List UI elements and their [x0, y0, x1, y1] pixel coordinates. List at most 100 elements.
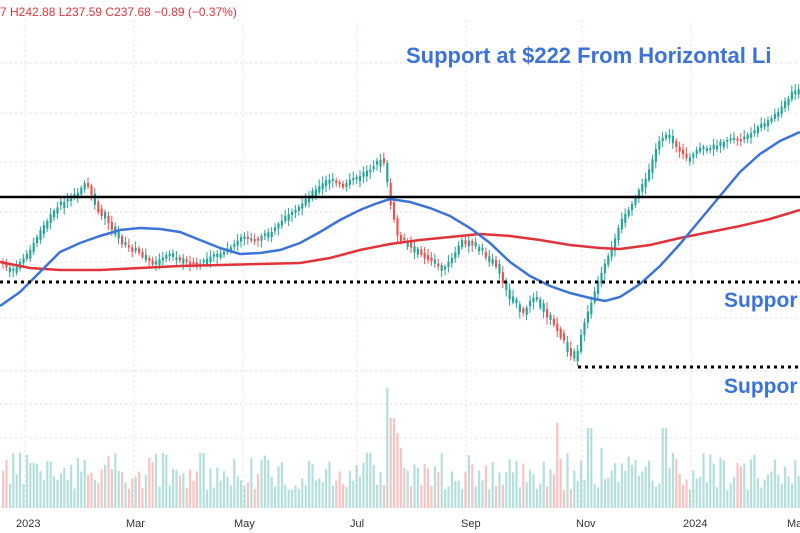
candle — [790, 85, 793, 103]
volume-bar — [420, 484, 423, 508]
candle — [437, 259, 440, 271]
candle — [178, 254, 181, 264]
candle — [773, 108, 776, 123]
candle — [301, 198, 304, 216]
volume-bar — [352, 480, 355, 508]
volume-bar — [722, 460, 725, 508]
volume-bar — [274, 486, 277, 508]
volume-bar — [682, 484, 685, 508]
volume-bar — [620, 463, 623, 508]
candle — [121, 233, 124, 249]
candle — [695, 146, 698, 159]
volume-bar — [348, 470, 351, 508]
volume-bar — [573, 470, 576, 508]
volume-bar — [328, 461, 331, 508]
volume-bar — [777, 474, 780, 508]
volume-bar — [410, 486, 413, 508]
volume-bar — [297, 488, 300, 508]
volume-bar — [165, 455, 168, 508]
volume-bar — [396, 433, 399, 508]
candle — [440, 262, 443, 278]
candle — [240, 233, 243, 248]
volume-bar — [172, 468, 175, 508]
candle — [107, 211, 110, 231]
annotation-support-upper: Suppor — [724, 289, 798, 312]
volume-bar — [331, 485, 334, 508]
candle — [495, 255, 498, 270]
volume-bar — [427, 468, 430, 508]
candle — [138, 245, 141, 256]
candle — [423, 247, 426, 265]
candle — [233, 239, 236, 251]
volume-bar — [376, 484, 379, 508]
volume-bar — [593, 483, 596, 508]
volume-bar — [308, 460, 311, 508]
candle — [12, 266, 15, 278]
candle — [644, 172, 647, 195]
candle — [284, 209, 287, 224]
candle — [539, 296, 542, 311]
candle — [739, 133, 742, 147]
volume-bar — [104, 464, 107, 508]
candle — [427, 249, 430, 264]
volume-bar — [440, 452, 443, 508]
candle — [430, 252, 433, 266]
candle — [97, 199, 100, 215]
candle — [345, 179, 348, 192]
volume-bar — [382, 484, 385, 508]
volume-bar — [63, 467, 66, 508]
candle — [699, 142, 702, 155]
volume-bar — [202, 453, 205, 508]
candle — [617, 224, 620, 246]
candle — [637, 187, 640, 203]
volume-bar — [76, 457, 79, 508]
candle — [729, 133, 732, 144]
volume-bar — [671, 452, 674, 508]
volume-bar — [437, 472, 440, 508]
candle — [93, 187, 96, 210]
candle — [501, 265, 504, 289]
volume-bar — [597, 487, 600, 508]
candle — [678, 141, 681, 158]
volume-bar — [148, 457, 151, 508]
volume-bar — [206, 489, 209, 508]
volume-bar — [155, 453, 158, 508]
candle — [195, 257, 198, 270]
candle — [709, 144, 712, 154]
candle — [274, 223, 277, 235]
x-tick-label: Sep — [461, 518, 481, 530]
candle — [124, 236, 127, 248]
candle — [386, 159, 389, 188]
candle — [5, 258, 8, 272]
volume-bar — [773, 459, 776, 508]
volume-bar — [229, 485, 232, 508]
volume-bar — [311, 464, 314, 508]
volume-bar — [535, 488, 538, 508]
candle — [46, 218, 49, 232]
candle — [365, 165, 368, 182]
volume-bar — [42, 479, 45, 508]
volume-bar — [569, 489, 572, 508]
volume-bar — [790, 483, 793, 508]
volume-bar — [338, 471, 341, 508]
volume-bar — [19, 452, 22, 508]
volume-bar — [5, 460, 8, 508]
price-candles — [2, 84, 800, 367]
volume-bar — [100, 469, 103, 508]
volume-bar — [49, 461, 52, 508]
volume-bar — [277, 466, 280, 508]
candle — [243, 232, 246, 246]
volume-bar — [144, 474, 147, 508]
candle — [746, 132, 749, 144]
volume-bar — [556, 423, 559, 508]
volume-bar — [151, 462, 154, 508]
candle — [335, 177, 338, 187]
volume-bar — [138, 471, 141, 508]
candle — [688, 153, 691, 166]
volume-bar — [566, 453, 569, 508]
candle — [253, 233, 256, 246]
volume-bar — [539, 483, 542, 508]
volume-bar — [631, 464, 634, 508]
volume-bar — [471, 464, 474, 508]
